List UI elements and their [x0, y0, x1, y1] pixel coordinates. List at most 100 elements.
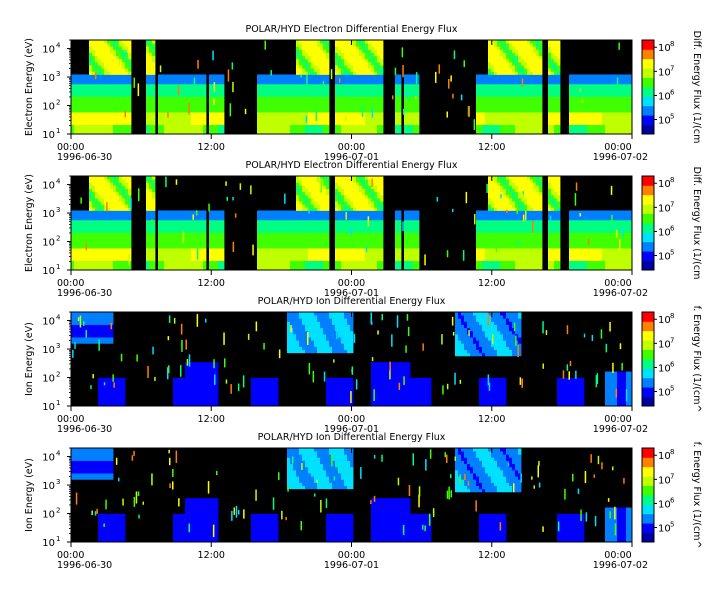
heatmap-cell	[293, 251, 297, 255]
heatmap-cell	[92, 112, 96, 116]
heatmap-cell	[80, 238, 84, 243]
heatmap-cell	[263, 229, 267, 233]
heatmap-cell	[146, 102, 150, 107]
noise-streak	[167, 111, 169, 118]
heatmap-cell	[404, 115, 408, 119]
heatmap-cell	[626, 121, 630, 125]
heatmap-cell	[323, 83, 327, 88]
heatmap-cell	[89, 74, 93, 78]
heatmap-cell	[314, 210, 318, 214]
heatmap-cell	[191, 251, 195, 255]
heatmap-cell	[209, 244, 213, 249]
heatmap-cell	[302, 216, 306, 221]
heatmap-cell	[107, 96, 111, 100]
heatmap-cell	[521, 61, 525, 66]
heatmap-cell	[269, 210, 273, 214]
heatmap-cell	[86, 105, 90, 110]
heatmap-cell	[326, 52, 330, 57]
heatmap-cell	[269, 115, 273, 119]
heatmap-cell	[80, 83, 84, 88]
heatmap-cell	[548, 77, 552, 82]
heatmap-cell	[494, 68, 498, 72]
heatmap-cell	[281, 257, 285, 261]
heatmap-cell	[185, 244, 189, 249]
heatmap-cell	[170, 87, 174, 91]
heatmap-cell	[95, 96, 99, 100]
heatmap-cell	[101, 244, 105, 249]
heatmap-cell	[98, 197, 102, 202]
heatmap-cell	[266, 80, 270, 85]
heatmap-cell	[104, 105, 108, 110]
heatmap-cell	[503, 105, 507, 110]
heatmap-cell	[404, 93, 408, 97]
heatmap-cell	[128, 127, 132, 132]
heatmap-cell	[113, 77, 117, 82]
heatmap-cell	[371, 102, 375, 107]
heatmap-cell	[107, 71, 111, 75]
heatmap-cell	[590, 130, 594, 135]
colorbar-tick-label: 10	[658, 67, 671, 78]
heatmap-cell	[500, 87, 504, 91]
heatmap-cell	[104, 43, 108, 47]
heatmap-cell	[170, 254, 174, 258]
heatmap-cell	[83, 251, 87, 255]
heatmap-cell	[119, 68, 123, 72]
heatmap-cell	[104, 49, 108, 53]
heatmap-cell	[257, 219, 261, 224]
heatmap-cell	[113, 266, 117, 271]
heatmap-cell	[110, 127, 114, 132]
heatmap-cell	[350, 68, 354, 72]
heatmap-cell	[290, 216, 294, 221]
heatmap-cell	[212, 219, 216, 224]
heatmap-cell	[188, 229, 192, 233]
heatmap-cell	[287, 87, 291, 91]
heatmap-cell	[191, 87, 195, 91]
heatmap-cell	[506, 49, 510, 53]
heatmap-cell	[263, 219, 267, 224]
heatmap-cell	[503, 65, 507, 69]
heatmap-cell	[299, 223, 303, 227]
heatmap-cell	[179, 80, 183, 85]
heatmap-cell	[98, 229, 102, 233]
heatmap-cell	[362, 118, 366, 122]
heatmap-cell	[104, 182, 108, 186]
heatmap-cell	[587, 90, 591, 94]
heatmap-cell	[311, 179, 315, 183]
heatmap-cell	[164, 74, 168, 78]
heatmap-cell	[101, 74, 105, 78]
heatmap-cell	[359, 68, 363, 72]
heatmap-cell	[95, 52, 99, 57]
heatmap-cell	[74, 248, 78, 252]
heatmap-cell	[380, 49, 384, 53]
heatmap-cell	[209, 74, 213, 78]
heatmap-cell	[185, 266, 189, 271]
heatmap-cell	[104, 93, 108, 97]
heatmap-cell	[353, 115, 357, 119]
heatmap-cell	[395, 83, 399, 88]
heatmap-cell	[98, 102, 102, 107]
heatmap-cell	[548, 43, 552, 47]
heatmap-cell	[602, 74, 606, 78]
heatmap-cell	[218, 226, 222, 230]
heatmap-cell	[74, 260, 78, 265]
heatmap-cell	[305, 207, 309, 211]
heatmap-cell	[212, 118, 216, 122]
heatmap-cell	[164, 266, 168, 271]
heatmap-cell	[101, 257, 105, 261]
heatmap-cell	[314, 238, 318, 243]
heatmap-cell	[119, 130, 123, 135]
heatmap-cell	[368, 49, 372, 53]
heatmap-cell	[326, 83, 330, 88]
heatmap-cell	[617, 96, 621, 100]
heatmap-cell	[194, 226, 198, 230]
heatmap-cell	[407, 80, 411, 85]
noise-streak	[330, 69, 333, 80]
heatmap-cell	[362, 87, 366, 91]
heatmap-cell	[605, 108, 609, 113]
heatmap-cell	[95, 90, 99, 94]
heatmap-cell	[593, 112, 597, 116]
heatmap-cell	[404, 83, 408, 88]
heatmap-cell	[515, 108, 519, 113]
heatmap-cell	[305, 121, 309, 125]
heatmap-cell	[614, 96, 618, 100]
